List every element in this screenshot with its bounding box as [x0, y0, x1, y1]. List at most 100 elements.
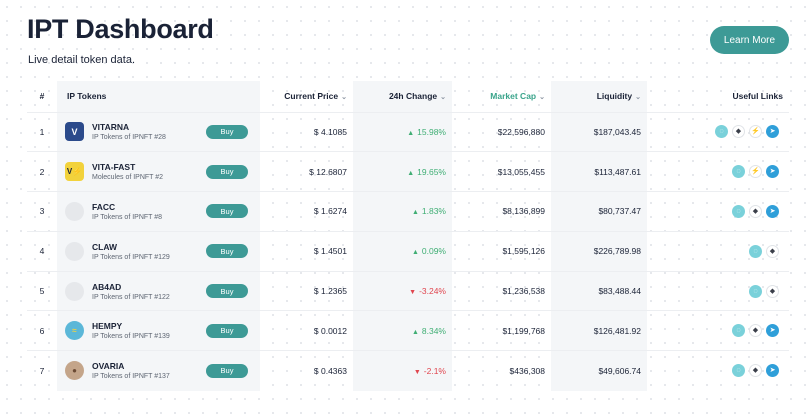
vitarna-logo-icon: V [65, 122, 84, 142]
token-name[interactable]: OVARIA [92, 361, 125, 372]
token-subtitle: IP Tokens of IPNFT #28 [92, 134, 166, 142]
liquidity: $83,488.44 [551, 270, 647, 311]
column-header-price[interactable]: Current Price ⌄ [284, 91, 347, 102]
token-cell: AB4AD IP Tokens of IPNFT #122 Buy [57, 270, 260, 311]
buy-button[interactable]: Buy [206, 363, 248, 378]
row-number: 5 [27, 270, 57, 311]
liquidity: $187,043.45 [551, 111, 647, 152]
change-24h: ▲ 19.65% [353, 151, 452, 192]
liquidity: $226,789.98 [551, 230, 647, 272]
row-number: 4 [27, 230, 57, 272]
website-icon[interactable]: ◌ [749, 244, 762, 258]
token-name[interactable]: VITA-FAST [92, 162, 136, 173]
token-name[interactable]: AB4AD [92, 281, 122, 292]
telegram-icon[interactable]: ➤ [766, 204, 779, 218]
placeholder-logo-icon [65, 281, 84, 301]
token-cell: ● OVARIA IP Tokens of IPNFT #137 Buy [57, 350, 260, 391]
market-cap: $1,199,768 [452, 310, 551, 351]
buy-button[interactable]: Buy [206, 244, 248, 259]
arrow-down-icon: ▼ [409, 289, 417, 297]
row-number: 1 [27, 111, 57, 152]
column-header-change[interactable]: 24h Change ⌄ [353, 81, 452, 112]
token-name[interactable]: HEMPY [92, 321, 123, 332]
useful-links: ◌ ⚡ ➤ [647, 151, 789, 192]
current-price: $ 4.1085 [260, 111, 353, 152]
change-24h: ▲ 0.09% [353, 230, 452, 272]
learn-more-button[interactable]: Learn More [710, 26, 789, 54]
token-subtitle: IP Tokens of IPNFT #8 [92, 213, 163, 221]
buy-button[interactable]: Buy [206, 323, 248, 338]
placeholder-logo-icon [65, 241, 84, 261]
ethereum-icon[interactable]: ◆ [749, 364, 762, 378]
row-number: 7 [27, 350, 57, 391]
change-24h: ▲ 1.83% [353, 191, 452, 232]
telegram-icon[interactable]: ➤ [766, 125, 779, 139]
column-header-links: Useful Links [732, 91, 783, 102]
useful-links: ◌ ◆ ➤ [647, 310, 789, 351]
placeholder-logo-icon [65, 201, 84, 221]
ethereum-icon[interactable]: ◆ [766, 284, 779, 298]
column-header-liquidity[interactable]: Liquidity ⌄ [551, 81, 647, 112]
telegram-icon[interactable]: ➤ [766, 364, 779, 378]
column-header-number: # [39, 91, 45, 102]
ethereum-icon[interactable]: ◆ [749, 324, 762, 338]
current-price: $ 0.4363 [260, 350, 353, 391]
market-cap: $436,308 [452, 350, 551, 391]
website-icon[interactable]: ◌ [732, 165, 745, 179]
chevron-down-icon: ⌄ [539, 94, 545, 102]
useful-links: ◌ ◆ ➤ [647, 191, 789, 232]
current-price: $ 12.6807 [260, 151, 353, 192]
current-price: $ 1.6274 [260, 191, 353, 232]
change-24h: ▼ -3.24% [353, 270, 452, 311]
market-cap: $1,595,126 [452, 230, 551, 272]
liquidity: $126,481.92 [551, 310, 647, 351]
hempy-logo-icon: ≈ [65, 321, 84, 341]
website-icon[interactable]: ◌ [732, 364, 745, 378]
column-header-market-cap[interactable]: Market Cap ⌄ [490, 91, 545, 102]
market-cap: $13,055,455 [452, 151, 551, 192]
telegram-icon[interactable]: ➤ [766, 165, 779, 179]
arrow-up-icon: ▲ [407, 169, 415, 177]
token-name[interactable]: VITARNA [92, 122, 130, 133]
ethereum-icon[interactable]: ◆ [749, 204, 762, 218]
buy-button[interactable]: Buy [206, 164, 248, 179]
arrow-down-icon: ▼ [413, 368, 421, 376]
ovaria-logo-icon: ● [65, 361, 84, 381]
useful-links: ◌ ◆ ⚡ ➤ [647, 111, 789, 152]
buy-button[interactable]: Buy [206, 204, 248, 219]
website-icon[interactable]: ◌ [732, 324, 745, 338]
ethereum-icon[interactable]: ◆ [766, 244, 779, 258]
useful-links: ◌ ◆ [647, 230, 789, 272]
market-cap: $1,236,538 [452, 270, 551, 311]
token-subtitle: IP Tokens of IPNFT #137 [92, 373, 170, 381]
row-number: 2 [27, 151, 57, 192]
change-24h: ▼ -2.1% [353, 350, 452, 391]
row-number: 6 [27, 310, 57, 351]
page-title: IPT Dashboard [27, 14, 214, 44]
buy-button[interactable]: Buy [206, 124, 248, 139]
website-icon[interactable]: ◌ [732, 204, 745, 218]
token-cell: FACC IP Tokens of IPNFT #8 Buy [57, 191, 260, 232]
change-24h: ▲ 15.98% [353, 111, 452, 152]
ethereum-icon[interactable]: ◆ [732, 125, 745, 139]
row-number: 3 [27, 191, 57, 232]
lightning-icon[interactable]: ⚡ [749, 125, 762, 139]
website-icon[interactable]: ◌ [749, 284, 762, 298]
liquidity: $113,487.61 [551, 151, 647, 192]
liquidity: $49,606.74 [551, 350, 647, 391]
token-name[interactable]: FACC [92, 201, 116, 212]
current-price: $ 1.2365 [260, 270, 353, 311]
column-header-tokens: IP Tokens [57, 81, 260, 112]
lightning-icon[interactable]: ⚡ [749, 165, 762, 179]
table-row: 4 CLAW IP Tokens of IPNFT #129 Buy $ 1.4501 ▲… [27, 230, 789, 272]
arrow-up-icon: ▲ [411, 328, 419, 336]
buy-button[interactable]: Buy [206, 284, 248, 299]
telegram-icon[interactable]: ➤ [766, 324, 779, 338]
market-cap: $22,596,880 [452, 111, 551, 152]
chevron-down-icon: ⌄ [341, 94, 347, 102]
token-name[interactable]: CLAW [92, 241, 118, 252]
website-icon[interactable]: ◌ [715, 125, 728, 139]
table-row: 2 V⚡ VITA-FAST Molecules of IPNFT #2 Buy $ 12… [27, 151, 789, 192]
useful-links: ◌ ◆ [647, 270, 789, 311]
table-row: 6 ≈ HEMPY IP Tokens of IPNFT #139 Buy $ 0.001… [27, 310, 789, 351]
